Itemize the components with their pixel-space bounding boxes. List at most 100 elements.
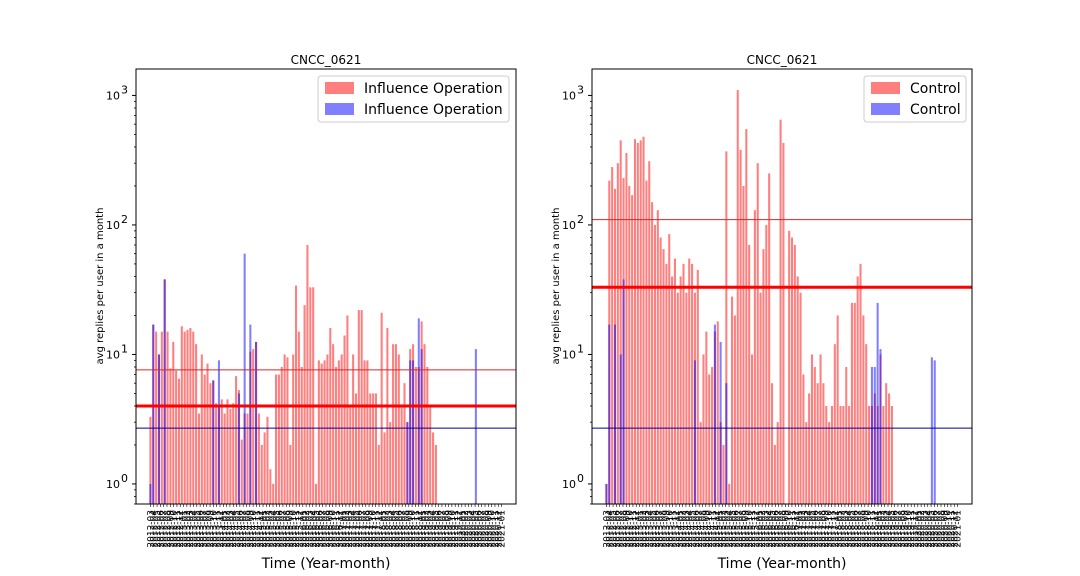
bar-left-s1-84 <box>389 422 392 504</box>
xtick-label-left-19: 2013-10 <box>209 510 219 548</box>
bar-left-s1-36 <box>252 349 255 504</box>
xtick-label-left-21: 2013-12 <box>216 510 226 548</box>
bar-right-s1-90 <box>862 315 865 504</box>
xtick-label-left-46: 2016-01 <box>299 510 309 548</box>
bar-right-s1-5 <box>619 140 622 504</box>
xtick-label-right-101: 2020-08 <box>937 510 947 548</box>
xtick-label-right-92: 2019-11 <box>907 510 917 548</box>
bar-left-s1-72 <box>354 393 358 504</box>
xtick-label-left-62: 2017-05 <box>352 510 362 548</box>
bar-right-s1-77 <box>825 405 828 504</box>
bar-left-s1-78 <box>372 393 375 504</box>
bar-right-s2-5 <box>619 354 622 504</box>
bar-left-s2-35 <box>249 324 252 504</box>
bar-right-s1-76 <box>822 383 825 504</box>
xtick-label-right-27: 2014-06 <box>692 510 702 548</box>
ytick-label-right-0: 10 <box>562 478 576 491</box>
xtick-label-left-0: 2012-03 <box>146 510 156 548</box>
xtick-label-left-82: 2019-01 <box>418 510 428 548</box>
bar-right-s2-1 <box>608 324 611 504</box>
xtick-label-right-4: 2012-07 <box>616 510 626 548</box>
bar-right-s1-8 <box>628 185 631 504</box>
bar-left-s2-90 <box>406 422 409 504</box>
bar-left-s1-55 <box>306 245 309 504</box>
bar-right-s1-9 <box>631 195 634 504</box>
y-axis-label-left: avg replies per user in a month <box>95 208 106 365</box>
bar-left-s1-79 <box>374 393 377 504</box>
bar-left-s1-2 <box>155 331 158 504</box>
bar-left-s1-12 <box>183 331 186 504</box>
xtick-label-right-69: 2017-12 <box>831 510 841 548</box>
xtick-label-right-34: 2015-01 <box>715 510 725 548</box>
bar-left-s2-0 <box>149 483 152 504</box>
bar-left-s1-40 <box>263 432 266 504</box>
bar-left-s1-86 <box>394 344 397 504</box>
bar-left-s2-91 <box>409 360 412 504</box>
bar-right-s1-45 <box>733 315 736 504</box>
bar-right-s1-46 <box>736 90 739 504</box>
bar-left-s2-31 <box>237 393 240 504</box>
bar-left-s1-96 <box>423 344 426 504</box>
bar-left-s1-47 <box>283 354 286 504</box>
xtick-label-left-5: 2012-08 <box>163 510 173 548</box>
bar-right-s1-69 <box>802 374 805 504</box>
bar-right-s1-61 <box>779 119 782 504</box>
xtick-label-left-71: 2018-02 <box>382 510 392 548</box>
xtick-label-right-60: 2017-03 <box>801 510 811 548</box>
bar-right-s1-75 <box>819 354 822 504</box>
bar-left-s1-83 <box>386 328 389 504</box>
ytick-exp-left-0: 0 <box>121 472 128 485</box>
xtick-label-right-98: 2020-05 <box>927 510 937 548</box>
ytick-label-left-1: 10 <box>106 348 120 361</box>
xtick-label-left-59: 2017-02 <box>342 510 352 548</box>
bar-left-s1-62 <box>326 354 329 504</box>
bar-right-s1-12 <box>639 140 642 504</box>
xtick-label-left-11: 2013-02 <box>183 510 193 548</box>
xtick-label-right-81: 2018-12 <box>871 510 881 548</box>
bar-left-s1-65 <box>334 366 338 504</box>
bar-right-s1-58 <box>770 383 774 504</box>
hlines-right <box>592 219 972 429</box>
bar-right-s1-64 <box>788 230 791 505</box>
xtick-label-right-19: 2013-10 <box>665 510 675 548</box>
bar-left-s1-44 <box>275 374 278 504</box>
xtick-label-left-26: 2014-05 <box>233 510 243 548</box>
xtick-label-right-17: 2013-08 <box>659 510 669 548</box>
xtick-label-right-78: 2018-09 <box>861 510 871 548</box>
bar-right-s2-6 <box>622 279 625 504</box>
xtick-label-left-43: 2015-10 <box>289 510 299 548</box>
xtick-label-right-73: 2018-04 <box>844 510 854 548</box>
bar-right-s2-96 <box>879 349 882 504</box>
bar-right-s1-2 <box>611 167 614 504</box>
bar-right-s1-22 <box>668 234 671 504</box>
xtick-label-right-86: 2019-05 <box>887 510 897 548</box>
xtick-label-right-75: 2018-06 <box>851 510 861 548</box>
bar-right-s1-37 <box>711 366 714 504</box>
bar-left-s1-70 <box>349 405 352 504</box>
xtick-label-left-78: 2018-09 <box>405 510 415 548</box>
legend-label-left-1: Influence Operation <box>364 81 503 97</box>
bar-right-s1-24 <box>673 258 676 504</box>
bar-right-s1-50 <box>748 245 751 504</box>
xtick-label-left-101: 2020-08 <box>481 510 491 548</box>
legend-swatch-left-2 <box>325 103 354 115</box>
xtick-label-left-60: 2017-03 <box>345 510 355 548</box>
bar-right-s1-82 <box>839 405 842 504</box>
bar-right-s1-72 <box>810 354 814 504</box>
xtick-label-right-39: 2015-06 <box>732 510 742 548</box>
xtick-label-left-10: 2013-01 <box>180 510 190 548</box>
xtick-label-left-57: 2016-12 <box>335 510 345 548</box>
bar-right-s1-11 <box>636 142 639 504</box>
bar-left-s1-75 <box>363 360 366 504</box>
xtick-label-left-67: 2017-10 <box>368 510 378 548</box>
xtick-label-right-71: 2018-02 <box>838 510 848 548</box>
xtick-label-left-61: 2017-04 <box>349 510 359 548</box>
xtick-label-left-69: 2017-12 <box>375 510 385 548</box>
xtick-label-left-15: 2013-06 <box>196 510 206 548</box>
legend-right: Control Control <box>863 75 967 123</box>
bar-right-s1-32 <box>696 269 699 504</box>
bar-right-s1-28 <box>685 292 688 504</box>
xtick-label-left-8: 2012-11 <box>173 510 183 548</box>
bar-right-s1-43 <box>728 483 731 504</box>
